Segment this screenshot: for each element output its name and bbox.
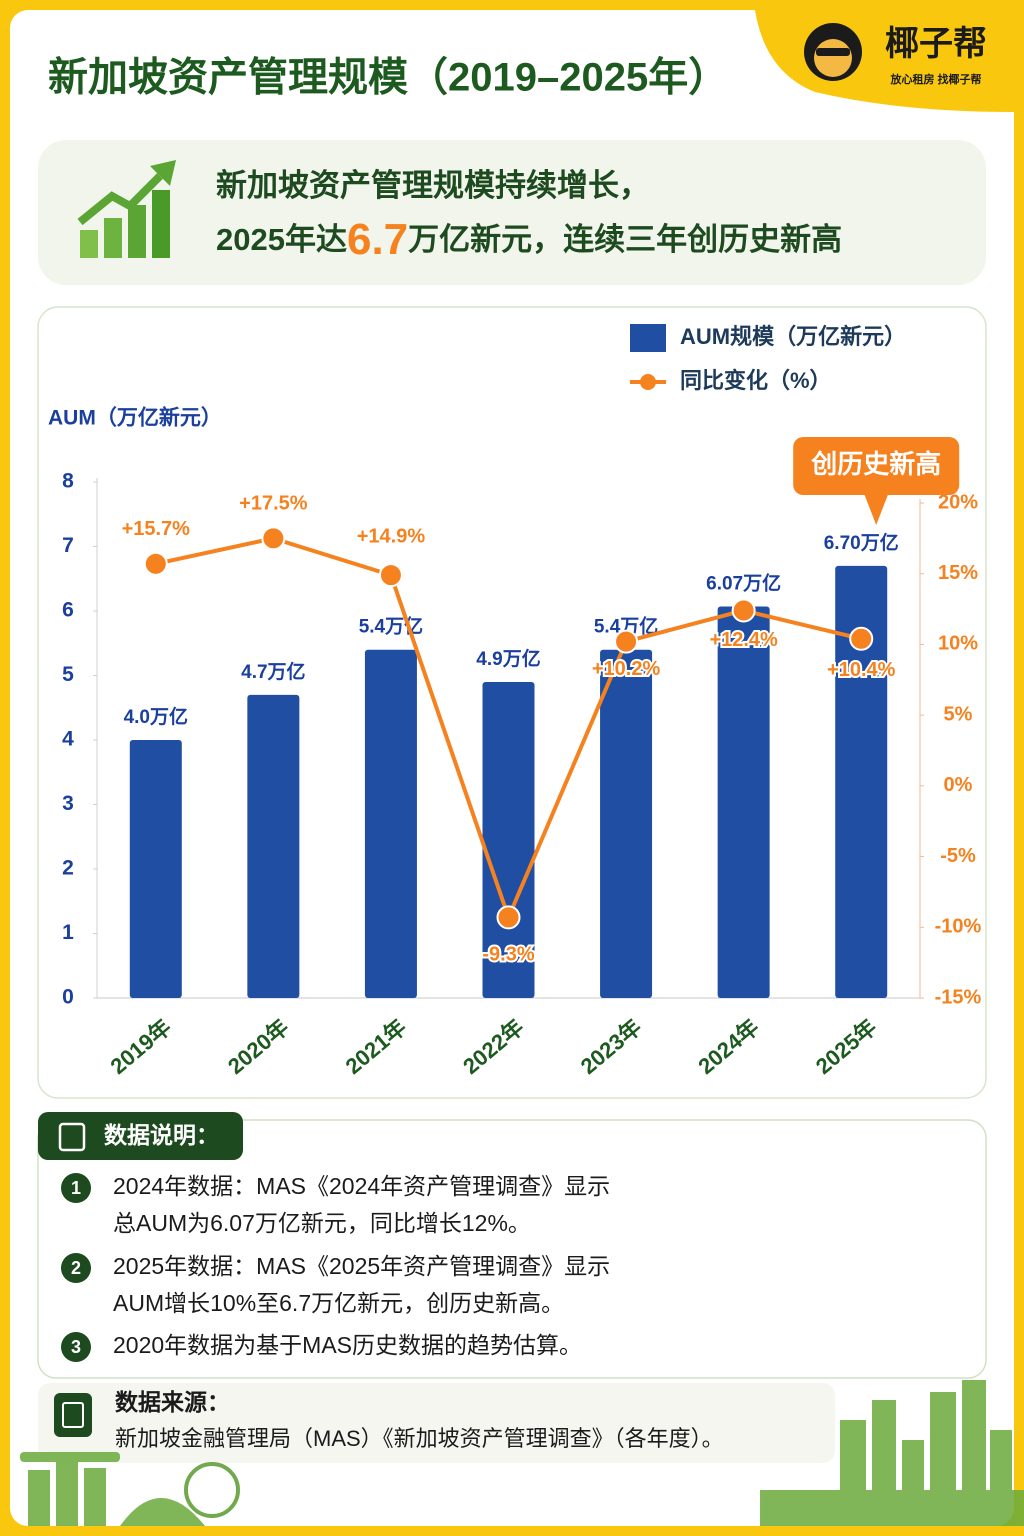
y-axis-label: AUM（万亿新元） xyxy=(48,406,222,430)
y-tick-label: 1 xyxy=(62,921,74,944)
source-icon xyxy=(54,1393,92,1437)
line-point xyxy=(261,526,286,551)
logo-face xyxy=(814,39,852,77)
line-point xyxy=(143,551,168,576)
line-point xyxy=(496,905,521,930)
bar-value-label: 4.9万亿 xyxy=(476,647,540,670)
line-value-label: +17.5% xyxy=(239,493,308,515)
source-icon-detail xyxy=(62,1402,84,1428)
y-tick-label: 8 xyxy=(62,470,74,493)
annotation: 创历史新高 xyxy=(810,449,941,479)
note-line: 2020年数据为基于MAS历史数据的趋势估算。 xyxy=(113,1332,582,1358)
annotation-pointer xyxy=(864,494,889,525)
line-point xyxy=(614,629,639,654)
line-value-label: +12.4% xyxy=(709,629,778,651)
legend-swatch-dot xyxy=(640,374,656,390)
bar xyxy=(835,565,888,998)
line-value-label: +10.2% xyxy=(592,658,661,680)
line-value-label: +15.7% xyxy=(122,518,191,540)
summary-line2: 2025年达6.7万亿新元，连续三年创历史新高 xyxy=(216,215,842,264)
y2-tick-label: 0% xyxy=(944,774,973,796)
note-number: 2 xyxy=(71,1258,81,1278)
bar-value-label: 5.4万亿 xyxy=(359,615,423,638)
note-badge xyxy=(61,1253,91,1283)
logo-glasses xyxy=(816,48,850,56)
note-line: 总AUM为6.07万亿新元，同比增长12%。 xyxy=(113,1210,531,1236)
y-tick-label: 3 xyxy=(62,792,74,815)
bar-value-label: 6.70万亿 xyxy=(824,531,899,554)
note-number: 1 xyxy=(71,1178,81,1198)
y-tick-label: 0 xyxy=(62,986,74,1009)
note-line: 2024年数据：MAS《2024年资产管理调查》显示 xyxy=(113,1173,610,1199)
bar xyxy=(482,681,535,998)
chart: AUM（万亿新元） 0 1 2 3 4 5 6 7 8 -15% -10% -5% 0% 5% 10% 15% 2… xyxy=(48,324,982,1079)
y2-tick-label: 5% xyxy=(944,703,973,725)
line-point xyxy=(849,626,874,651)
y-tick-label: 5 xyxy=(62,663,74,686)
growth-icon xyxy=(77,160,176,258)
note-line: AUM增长10%至6.7万亿新元，创历史新高。 xyxy=(113,1290,564,1316)
note-number: 3 xyxy=(71,1337,81,1357)
y2-tick-label: -15% xyxy=(935,986,982,1008)
legend-label: 同比变化（%） xyxy=(680,368,832,393)
bar xyxy=(364,649,417,998)
summary-highlight: 6.7 xyxy=(347,215,408,264)
source-box xyxy=(38,1383,835,1463)
bar-value-label: 4.7万亿 xyxy=(241,660,305,683)
skyline-decoration xyxy=(20,1380,1024,1526)
bar xyxy=(717,606,770,998)
y2-tick-label: 10% xyxy=(938,633,978,655)
legend-label: AUM规模（万亿新元） xyxy=(680,324,906,349)
source-title: 数据来源： xyxy=(115,1389,230,1415)
summary-box xyxy=(38,140,986,285)
y-tick-label: 7 xyxy=(62,534,74,557)
bar-value-label: 6.07万亿 xyxy=(706,572,781,595)
notes-icon xyxy=(58,1122,86,1152)
brand-name: 椰子帮 xyxy=(885,25,987,63)
legend-swatch xyxy=(630,324,666,352)
line-value-label: +14.9% xyxy=(357,525,426,547)
note-badge xyxy=(61,1332,91,1362)
bar xyxy=(129,740,182,998)
y-tick-label: 2 xyxy=(62,857,74,880)
summary-text: 万亿新元，连续三年创历史新高 xyxy=(408,222,842,257)
notes-panel xyxy=(37,1119,987,1379)
y2-tick-label: -10% xyxy=(935,916,982,938)
summary-text: 2025年达 xyxy=(216,222,347,257)
title: 新加坡资产管理规模（2019–2025年） xyxy=(48,56,728,100)
note-line: 2025年数据：MAS《2025年资产管理调查》显示 xyxy=(113,1253,610,1279)
line-point xyxy=(378,563,403,588)
source-text: 新加坡金融管理局（MAS）《新加坡资产管理调查》（各年度）。 xyxy=(115,1426,724,1451)
notes-tab xyxy=(38,1112,243,1160)
y-tick-label: 4 xyxy=(62,728,74,751)
brand-slogan: 放心租房 找椰子帮 xyxy=(889,72,981,86)
line-point xyxy=(731,598,756,623)
line-value-label: +10.4% xyxy=(827,659,896,681)
bar-value-label: 5.4万亿 xyxy=(594,615,658,638)
note-badge xyxy=(61,1173,91,1203)
bar xyxy=(247,694,300,998)
notes-list: 1 2024年数据：MAS《2024年资产管理调查》显示总AUM为6.07万亿新元… xyxy=(61,1173,610,1362)
y-tick-label: 6 xyxy=(62,599,74,622)
line-value-label: -9.3% xyxy=(482,944,534,966)
annotation-box xyxy=(793,437,960,495)
bar-value-label: 4.0万亿 xyxy=(124,705,188,728)
y2-tick-label: -5% xyxy=(940,845,976,867)
bar xyxy=(600,649,653,998)
summary-line1: 新加坡资产管理规模持续增长， xyxy=(216,168,650,203)
y2-tick-label: 20% xyxy=(938,491,978,513)
notes-title: 数据说明： xyxy=(104,1122,219,1148)
y2-tick-label: 15% xyxy=(938,562,978,584)
